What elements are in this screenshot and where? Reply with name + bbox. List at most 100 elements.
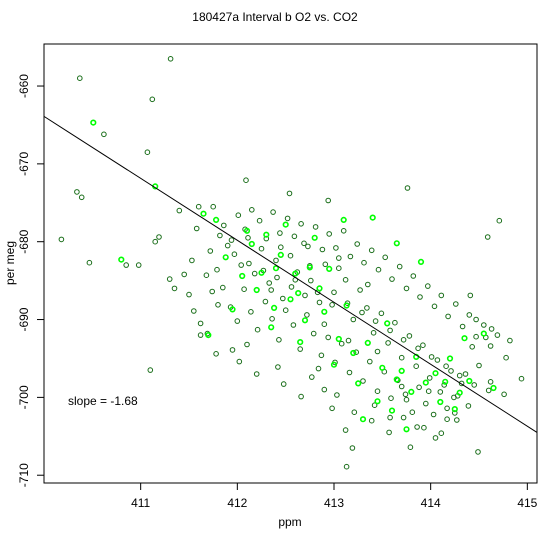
data-point	[459, 323, 466, 330]
data-point	[437, 389, 444, 395]
data-point	[442, 378, 449, 385]
data-point	[86, 259, 93, 266]
data-point	[306, 264, 313, 271]
data-point	[407, 444, 414, 451]
data-point	[181, 271, 187, 278]
data-point	[329, 302, 335, 308]
data-point	[425, 283, 431, 289]
data-point	[374, 388, 381, 395]
data-point	[58, 236, 65, 243]
data-point	[297, 346, 304, 352]
data-point	[253, 371, 260, 377]
data-point	[273, 257, 279, 264]
data-point	[342, 427, 349, 433]
data-points	[58, 56, 525, 470]
data-point	[403, 426, 410, 433]
data-point	[210, 203, 216, 210]
data-point	[282, 307, 289, 314]
data-point	[403, 285, 410, 292]
data-point	[351, 409, 358, 416]
y-axis-title: per meg	[3, 241, 17, 285]
data-point	[484, 234, 491, 240]
data-point	[287, 296, 294, 303]
data-point	[386, 429, 392, 436]
data-point	[274, 274, 280, 281]
data-point	[443, 363, 449, 370]
data-point	[393, 240, 400, 247]
data-point	[353, 349, 360, 356]
data-point	[501, 391, 507, 398]
data-point	[368, 247, 375, 254]
data-point	[507, 337, 513, 344]
data-point	[355, 380, 362, 387]
data-point	[340, 228, 347, 234]
data-point	[144, 149, 151, 155]
data-point	[438, 430, 445, 437]
data-point	[453, 301, 459, 307]
data-point	[465, 403, 472, 409]
data-point	[272, 265, 280, 272]
data-point	[334, 392, 340, 398]
data-point	[246, 260, 252, 267]
data-point	[197, 320, 204, 327]
data-point	[350, 316, 357, 323]
data-point	[207, 248, 214, 254]
data-point	[321, 308, 328, 315]
data-point	[398, 354, 405, 361]
data-point	[338, 340, 345, 347]
data-point	[298, 221, 304, 227]
y-tick-label: -710	[17, 463, 31, 487]
chart-title: 180427a Interval b O2 vs. CO2	[192, 10, 358, 24]
data-point	[228, 237, 235, 243]
data-point	[329, 405, 335, 412]
data-point	[249, 207, 255, 213]
data-point	[276, 337, 282, 343]
x-tick-label: 414	[421, 496, 441, 510]
data-point	[268, 287, 275, 293]
data-point	[90, 119, 97, 126]
data-point	[326, 265, 333, 273]
data-point	[408, 388, 415, 396]
data-point	[396, 263, 403, 270]
data-point	[234, 318, 241, 324]
data-point	[156, 234, 162, 240]
data-point	[420, 342, 426, 349]
y-tick-label: -690	[17, 307, 31, 331]
data-point	[236, 358, 243, 365]
data-point	[301, 240, 307, 247]
y-tick-label: -680	[17, 229, 31, 253]
data-point	[367, 358, 373, 365]
data-point	[342, 277, 349, 283]
data-point	[330, 361, 338, 368]
data-point	[224, 242, 231, 249]
data-point	[451, 394, 457, 401]
data-point	[496, 217, 503, 224]
data-point	[430, 411, 437, 418]
data-point	[291, 233, 298, 240]
data-point	[375, 266, 382, 273]
data-point	[321, 321, 328, 328]
data-point	[176, 207, 183, 214]
data-point	[205, 332, 212, 339]
data-point	[410, 273, 417, 279]
data-point	[135, 262, 142, 268]
data-point	[400, 337, 407, 343]
data-point	[444, 405, 450, 412]
data-point	[369, 214, 376, 221]
data-point	[203, 272, 210, 279]
data-point	[287, 252, 294, 259]
data-point	[101, 131, 107, 138]
data-point	[423, 400, 429, 407]
data-point	[379, 364, 386, 371]
data-point	[305, 243, 311, 250]
x-tick-label: 411	[131, 496, 150, 510]
data-point	[393, 376, 400, 383]
data-point	[485, 387, 492, 394]
data-point	[78, 194, 85, 201]
data-point	[241, 286, 247, 293]
data-point	[282, 221, 289, 228]
x-tick-label: 413	[324, 496, 344, 510]
data-point	[248, 309, 254, 315]
data-point	[343, 463, 350, 470]
